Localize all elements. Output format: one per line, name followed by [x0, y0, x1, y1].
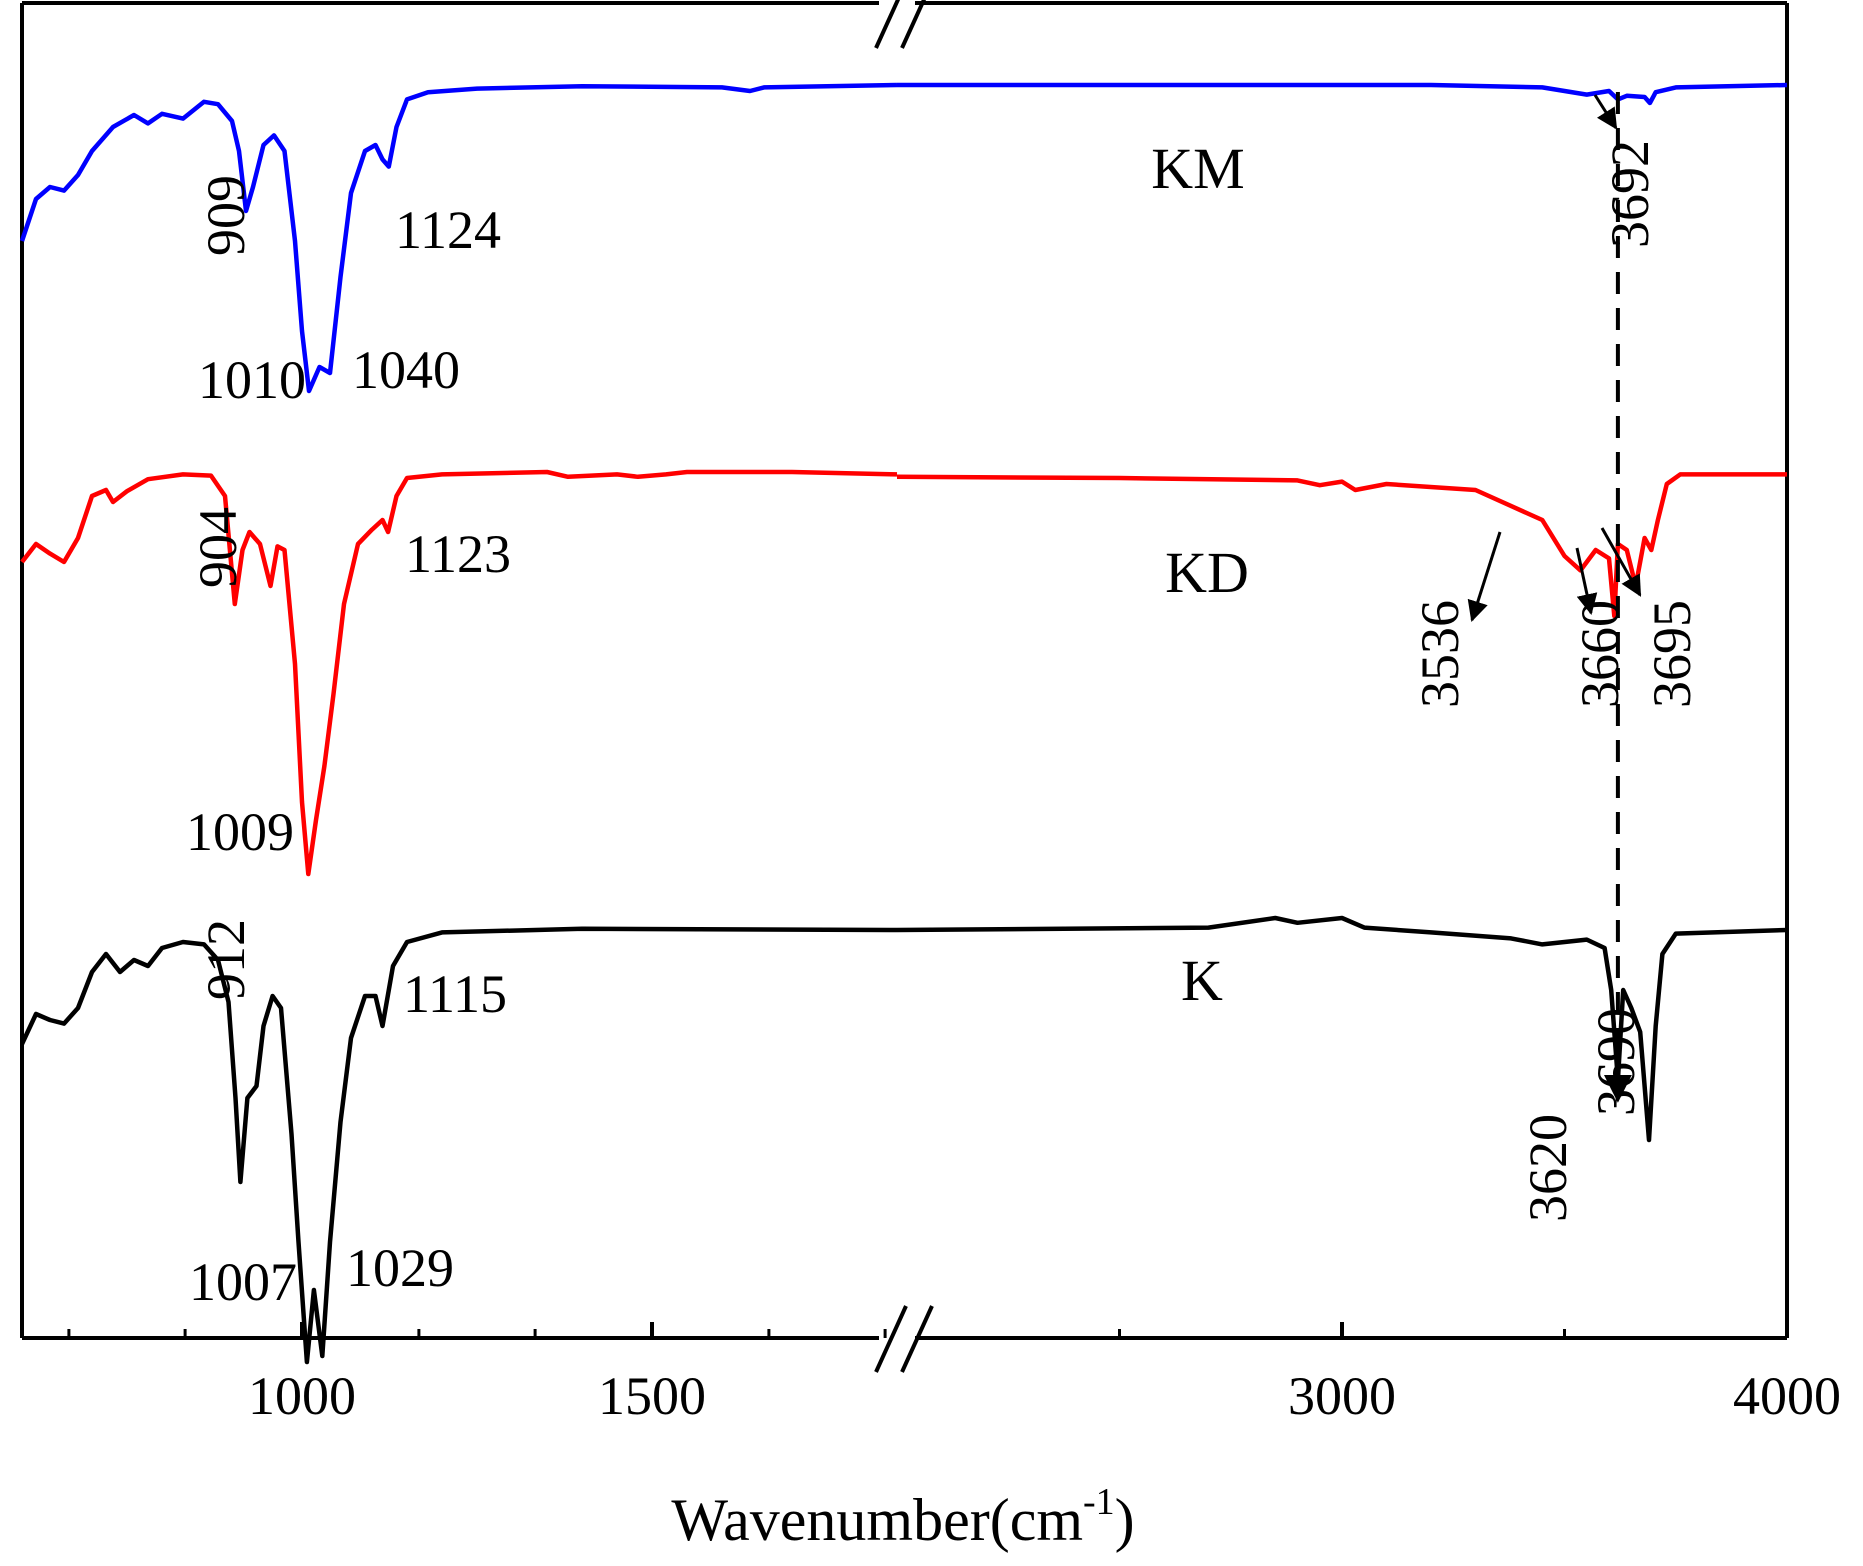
peak-label-3620: 3620 [1518, 1114, 1578, 1222]
plot-frame [20, 1, 1789, 1340]
peak-label-1007: 1007 [189, 1252, 297, 1312]
peak-label-3660: 3660 [1570, 600, 1630, 708]
peak-label-1009: 1009 [186, 802, 294, 862]
peak-label-3692: 3692 [1600, 140, 1660, 248]
peak-label-1040: 1040 [352, 340, 460, 400]
peak-label-909: 909 [196, 175, 256, 256]
x-axis-title: Wavenumber(cm-1) [671, 1481, 1134, 1553]
series-label-k: K [1181, 948, 1223, 1013]
peak-annotations: KM KD K 909 1010 1040 1124 3692 904 1009 1123 3536 3… [186, 92, 1702, 1312]
peak-label-1115: 1115 [403, 964, 507, 1024]
x-axis-title-main: Wavenumber(cm [671, 1487, 1083, 1553]
arrow-3536 [1467, 531, 1502, 623]
axis-break-bottom [874, 1305, 934, 1373]
arrow-3695 [1600, 527, 1642, 597]
series-line-k [19, 915, 1788, 1365]
x-axis-title-sup: -1 [1083, 1481, 1115, 1523]
spectra-series [19, 82, 1788, 1365]
peak-label-904: 904 [188, 507, 248, 588]
x-axis-ticks: 1000 1500 3000 4000 [67, 1322, 1841, 1426]
arrow-3692 [1593, 94, 1618, 130]
peak-label-912: 912 [196, 919, 256, 1000]
x-axis-title-suffix: ) [1115, 1487, 1135, 1553]
x-tick-label-1500: 1500 [598, 1366, 706, 1426]
x-tick-label-1000: 1000 [248, 1366, 356, 1426]
series-line-km [19, 82, 1788, 394]
peak-label-1010: 1010 [198, 350, 306, 410]
series-label-km: KM [1151, 136, 1244, 201]
peak-label-1029: 1029 [346, 1238, 454, 1298]
x-tick-label-4000: 4000 [1733, 1366, 1841, 1426]
peak-label-3695: 3695 [1642, 600, 1702, 708]
x-tick-label-3000: 3000 [1288, 1366, 1396, 1426]
peak-label-1124: 1124 [395, 200, 501, 260]
peak-label-3536: 3536 [1410, 600, 1470, 708]
arrow-3660 [1575, 547, 1598, 616]
series-line-kd [20, 469, 1787, 877]
axis-break-top [874, 0, 927, 49]
series-label-kd: KD [1165, 540, 1249, 605]
peak-label-3690: 3690 [1586, 1008, 1646, 1116]
peak-label-1123: 1123 [405, 524, 511, 584]
